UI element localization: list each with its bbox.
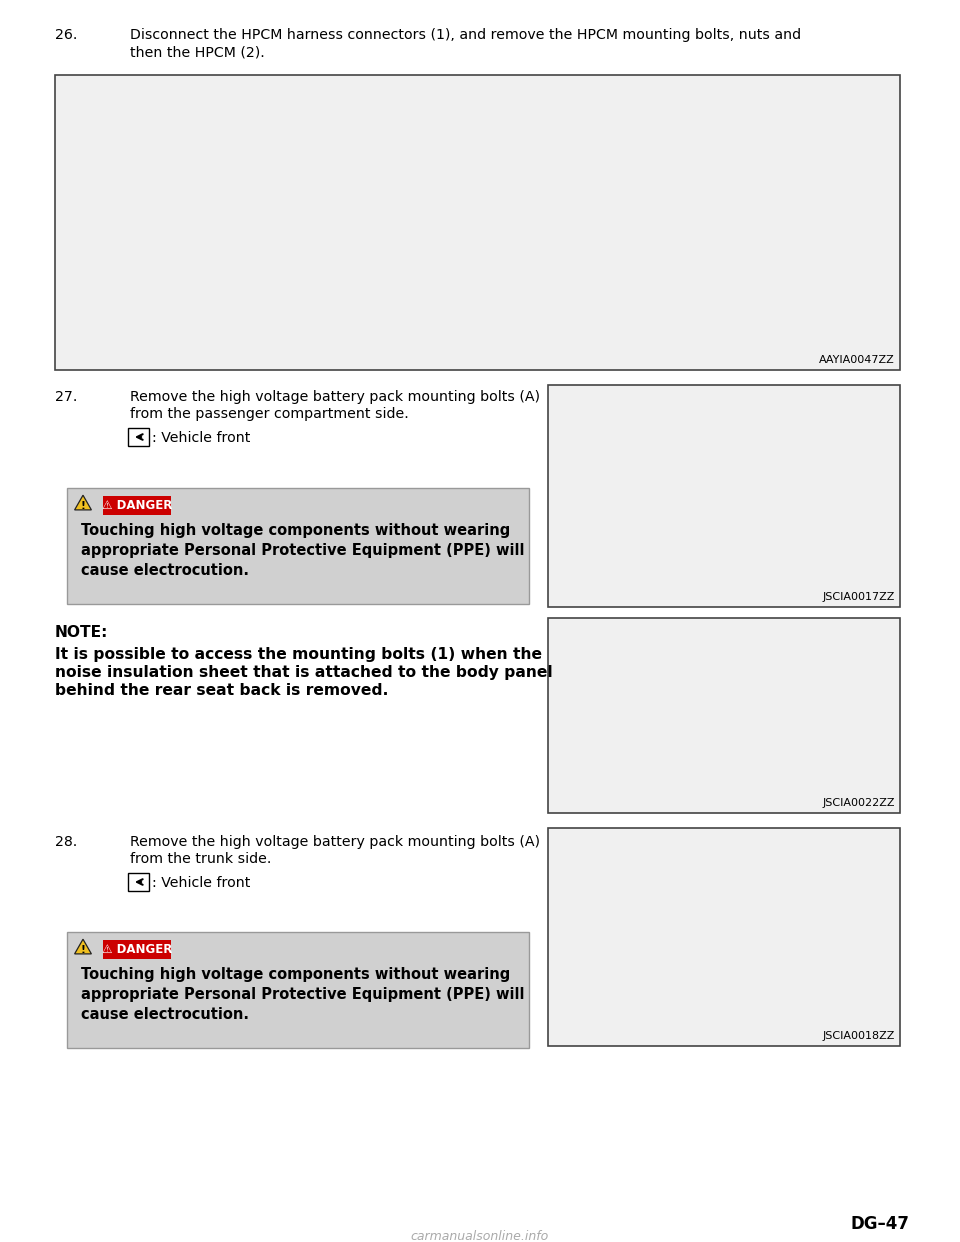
Text: cause electrocution.: cause electrocution.	[81, 563, 249, 578]
Bar	[103, 940, 171, 959]
Text: !: !	[81, 945, 85, 955]
Text: cause electrocution.: cause electrocution.	[81, 1007, 249, 1022]
Text: 27.: 27.	[55, 390, 78, 404]
Bar	[103, 496, 171, 515]
Bar	[128, 873, 149, 891]
Text: It is possible to access the mounting bolts (1) when the: It is possible to access the mounting bo…	[55, 647, 542, 662]
Polygon shape	[75, 939, 91, 954]
Text: carmanualsonline.info: carmanualsonline.info	[411, 1230, 549, 1242]
Text: from the trunk side.: from the trunk side.	[130, 852, 272, 866]
Text: Remove the high voltage battery pack mounting bolts (A): Remove the high voltage battery pack mou…	[130, 835, 540, 850]
Text: ⚠ DANGER: ⚠ DANGER	[102, 943, 172, 956]
Text: Disconnect the HPCM harness connectors (1), and remove the HPCM mounting bolts, : Disconnect the HPCM harness connectors (…	[130, 29, 802, 42]
Text: behind the rear seat back is removed.: behind the rear seat back is removed.	[55, 683, 389, 698]
Text: then the HPCM (2).: then the HPCM (2).	[130, 46, 265, 60]
Text: NOTE:: NOTE:	[55, 625, 108, 640]
Text: !: !	[81, 501, 85, 510]
Text: Touching high voltage components without wearing: Touching high voltage components without…	[81, 523, 511, 538]
Bar	[67, 932, 529, 1048]
Text: DG–47: DG–47	[851, 1215, 910, 1233]
Text: appropriate Personal Protective Equipment (PPE) will: appropriate Personal Protective Equipmen…	[81, 543, 524, 558]
Bar	[548, 385, 900, 607]
Text: AAYIA0047ZZ: AAYIA0047ZZ	[819, 355, 895, 365]
Text: JSCIA0022ZZ: JSCIA0022ZZ	[823, 799, 895, 809]
Bar	[67, 488, 529, 604]
Text: appropriate Personal Protective Equipment (PPE) will: appropriate Personal Protective Equipmen…	[81, 987, 524, 1002]
Text: : Vehicle front: : Vehicle front	[152, 876, 251, 891]
Text: : Vehicle front: : Vehicle front	[152, 431, 251, 445]
Polygon shape	[75, 496, 91, 510]
Bar	[548, 828, 900, 1046]
Text: Touching high voltage components without wearing: Touching high voltage components without…	[81, 968, 511, 982]
Bar	[128, 428, 149, 446]
Bar	[548, 619, 900, 814]
Text: from the passenger compartment side.: from the passenger compartment side.	[130, 407, 409, 421]
Text: JSCIA0018ZZ: JSCIA0018ZZ	[823, 1031, 895, 1041]
Text: Remove the high voltage battery pack mounting bolts (A): Remove the high voltage battery pack mou…	[130, 390, 540, 404]
Text: 26.: 26.	[55, 29, 78, 42]
Text: 28.: 28.	[55, 835, 77, 850]
Text: noise insulation sheet that is attached to the body panel: noise insulation sheet that is attached …	[55, 664, 553, 681]
Text: ⚠ DANGER: ⚠ DANGER	[102, 499, 172, 512]
Bar	[55, 75, 900, 370]
Text: JSCIA0017ZZ: JSCIA0017ZZ	[823, 592, 895, 602]
